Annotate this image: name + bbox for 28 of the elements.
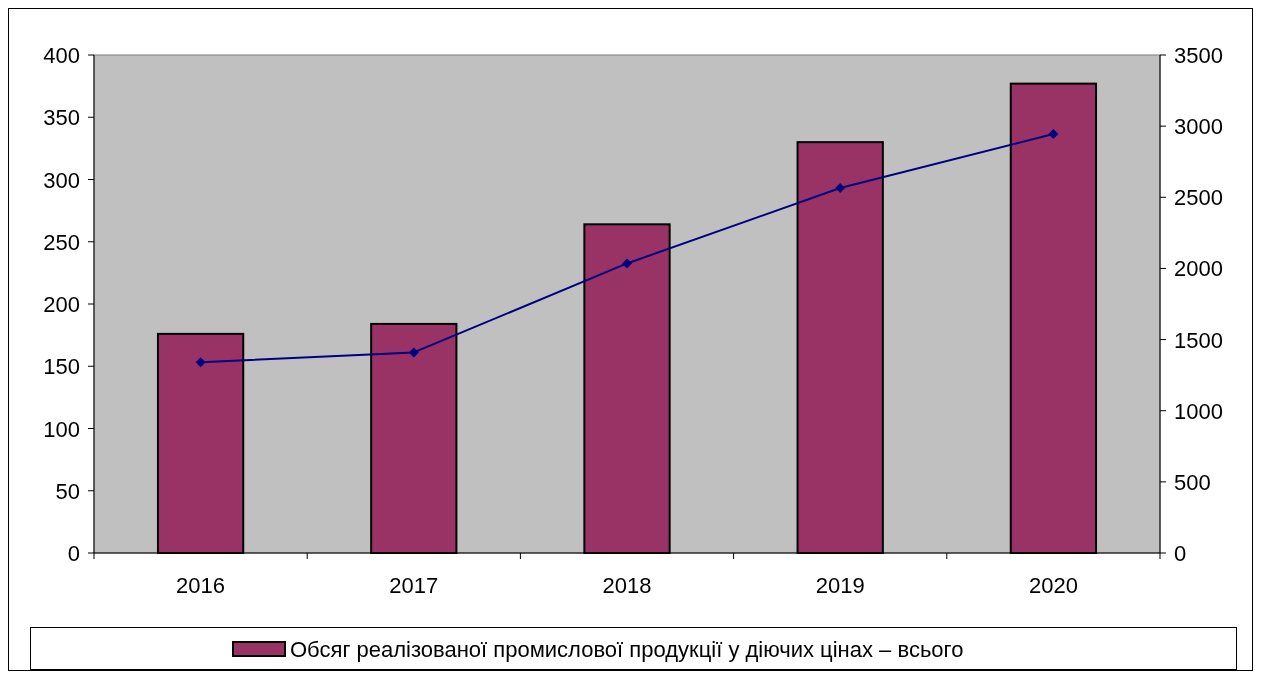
x-tick-label: 2016 <box>176 573 226 598</box>
y2-tick-label: 0 <box>1174 541 1187 566</box>
point <box>195 357 206 368</box>
y-tick-label: 250 <box>43 229 80 255</box>
y-tick-label: 150 <box>43 354 80 380</box>
y2-tick-label: 2500 <box>1174 185 1223 211</box>
y-tick-label: 50 <box>55 478 80 504</box>
y2-tick-label: 1000 <box>1174 398 1223 424</box>
point <box>408 347 419 358</box>
point <box>622 258 632 269</box>
y2-tick-label: 2000 <box>1174 256 1223 282</box>
y2-tick-label: 3500 <box>1174 43 1223 68</box>
y2-tick-label: 1500 <box>1174 327 1223 353</box>
point <box>1048 128 1059 139</box>
y2-tick-label: 500 <box>1174 469 1211 495</box>
y-tick-label: 400 <box>43 43 80 68</box>
y-tick-label: 350 <box>43 105 80 131</box>
y-tick-label: 100 <box>43 416 80 442</box>
y-tick-label: 300 <box>43 167 80 193</box>
point <box>835 183 846 194</box>
legend-label: Обсяг реалізованої промислової продукції у діючих цінах – всього <box>290 637 964 662</box>
y-tick-label: 0 <box>67 541 80 566</box>
x-tick-label: 2020 <box>1028 573 1078 598</box>
x-tick-label: 2017 <box>389 573 439 598</box>
x-tick-label: 2019 <box>815 573 865 598</box>
y-tick-label: 200 <box>43 292 80 317</box>
x-tick-label: 2018 <box>602 573 652 598</box>
y2-tick-label: 3000 <box>1174 114 1223 140</box>
